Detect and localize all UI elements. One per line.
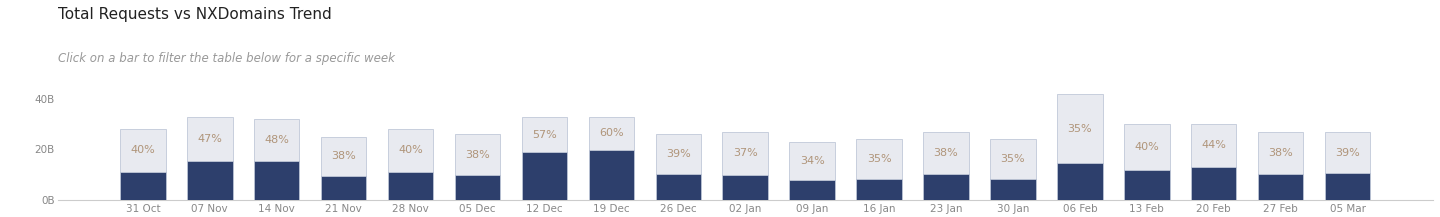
Text: 47%: 47% [197,134,222,144]
Text: 35%: 35% [1001,154,1025,164]
Bar [1325,173,1371,200]
Bar [120,172,166,200]
Bar [1259,132,1303,200]
Text: 34%: 34% [799,156,825,166]
Bar [387,129,433,200]
Text: 40%: 40% [1135,142,1159,152]
Bar [120,129,166,200]
Text: 38%: 38% [331,151,356,161]
Text: 35%: 35% [1067,123,1092,133]
Bar [857,179,901,200]
Bar [387,172,433,200]
Bar [857,140,901,200]
Text: 39%: 39% [665,149,691,159]
Bar [589,150,634,200]
Bar [187,117,232,200]
Text: Click on a bar to filter the table below for a specific week: Click on a bar to filter the table below… [58,52,395,65]
Text: 37%: 37% [733,148,757,158]
Bar [723,175,768,200]
Bar [923,132,969,200]
Text: 38%: 38% [465,150,490,160]
Bar [1057,94,1103,200]
Bar [1325,132,1371,200]
Bar [1125,124,1169,200]
Text: 48%: 48% [265,135,289,145]
Text: 38%: 38% [1269,148,1293,158]
Text: 40%: 40% [399,145,423,156]
Bar [321,137,366,200]
Bar [1057,163,1103,200]
Bar [991,140,1035,200]
Bar [589,117,634,200]
Text: 35%: 35% [867,154,891,164]
Bar [789,142,835,200]
Text: 38%: 38% [933,148,959,158]
Bar [253,161,300,200]
Text: Total Requests vs NXDomains Trend: Total Requests vs NXDomains Trend [58,7,331,21]
Bar [1125,169,1169,200]
Bar [1259,174,1303,200]
Text: 60%: 60% [599,128,624,138]
Bar [1191,166,1237,200]
Bar [253,119,300,200]
Bar [187,161,232,200]
Bar [455,135,500,200]
Bar [521,153,567,200]
Bar [655,174,701,200]
Text: 44%: 44% [1201,140,1225,150]
Bar [521,117,567,200]
Bar [723,132,768,200]
Bar [321,176,366,200]
Bar [655,135,701,200]
Bar [455,175,500,200]
Bar [991,179,1035,200]
Bar [923,174,969,200]
Text: 39%: 39% [1335,148,1359,158]
Text: 40%: 40% [131,145,156,156]
Text: 57%: 57% [531,130,557,140]
Bar [1191,124,1237,200]
Bar [789,180,835,200]
